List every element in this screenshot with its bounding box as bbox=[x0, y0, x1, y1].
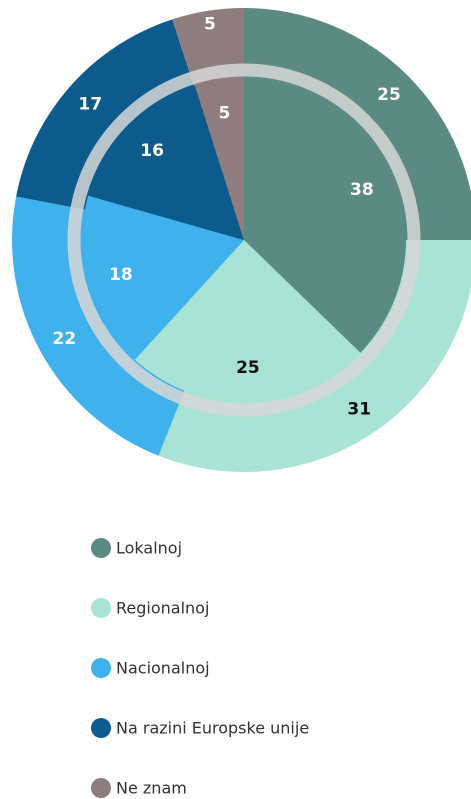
separator-ring bbox=[67, 63, 421, 417]
data-label: 25 bbox=[236, 358, 260, 378]
data-label: 31 bbox=[347, 400, 371, 420]
data-label: 18 bbox=[109, 265, 133, 285]
legend-swatch bbox=[91, 658, 111, 678]
legend-swatch bbox=[91, 718, 111, 738]
pie-slice bbox=[244, 78, 407, 353]
legend-label: Lokalnoj bbox=[116, 539, 182, 558]
data-label: 38 bbox=[350, 180, 374, 200]
data-label: 5 bbox=[218, 104, 230, 124]
data-label: 17 bbox=[78, 94, 102, 114]
legend-label: Regionalnoj bbox=[116, 599, 209, 618]
legend-label: Ne znam bbox=[116, 779, 187, 798]
pie-slice bbox=[82, 195, 244, 360]
pie-slice bbox=[88, 85, 245, 240]
legend-swatch bbox=[91, 598, 111, 618]
data-label: 22 bbox=[53, 329, 77, 349]
legend-label: Nacionalnoj bbox=[116, 659, 210, 678]
pie-slice bbox=[134, 240, 361, 403]
data-label: 16 bbox=[140, 141, 164, 161]
pie-slice bbox=[194, 78, 244, 240]
data-label: 25 bbox=[377, 85, 401, 105]
legend-swatch bbox=[91, 538, 111, 558]
legend-swatch bbox=[91, 778, 111, 798]
legend-label: Na razini Europske unije bbox=[116, 719, 309, 738]
data-label: 5 bbox=[204, 15, 216, 35]
